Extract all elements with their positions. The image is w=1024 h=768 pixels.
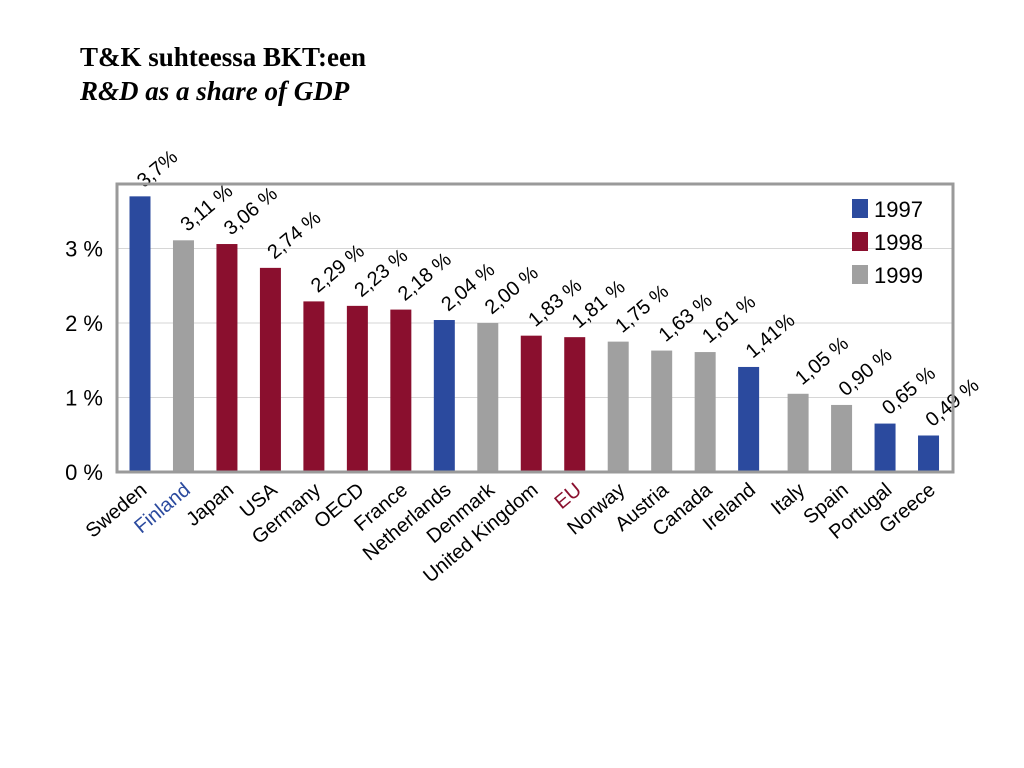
bar-spain xyxy=(831,404,853,472)
bar-japan xyxy=(216,244,238,472)
bar-france xyxy=(390,309,412,472)
y-tick-label-2: 2 % xyxy=(65,311,103,336)
bar-oecd xyxy=(346,305,368,472)
title-block: T&K suhteessa BKT:een R&D as a share of … xyxy=(80,40,366,108)
bar-greece xyxy=(918,435,940,472)
y-tick-label-1: 1 % xyxy=(65,386,103,411)
legend-label-1999: 1999 xyxy=(874,263,923,288)
bar-denmark xyxy=(477,323,499,472)
category-label-japan: Japan xyxy=(182,479,238,531)
bar-ireland xyxy=(738,366,760,472)
slide-title-english: R&D as a share of GDP xyxy=(80,76,350,106)
bar-sweden xyxy=(129,196,151,472)
value-label-ireland: 1,41% xyxy=(742,309,800,362)
bar-norway xyxy=(607,341,629,472)
plot-frame xyxy=(115,182,955,474)
legend-swatch-1999 xyxy=(852,265,868,284)
legend-swatch-1997 xyxy=(852,199,868,218)
bar-germany xyxy=(303,301,325,472)
bar-united-kingdom xyxy=(520,335,542,472)
bar-eu xyxy=(564,337,586,472)
legend-label-1997: 1997 xyxy=(874,197,923,222)
bar-italy xyxy=(787,393,809,472)
bar-usa xyxy=(259,267,281,472)
bar-austria xyxy=(651,350,673,472)
bar-finland xyxy=(172,240,194,472)
y-tick-label-3: 3 % xyxy=(65,237,103,262)
value-label-usa: 2,74 % xyxy=(263,207,325,264)
legend-swatch-1998 xyxy=(852,232,868,251)
bar-portugal xyxy=(874,423,896,472)
y-tick-label-0: 0 % xyxy=(65,460,103,485)
slide-title-finnish: T&K suhteessa BKT:een xyxy=(80,42,367,72)
legend-label-1998: 1998 xyxy=(874,230,923,255)
bar-canada xyxy=(694,352,716,472)
bar-netherlands xyxy=(433,320,455,472)
